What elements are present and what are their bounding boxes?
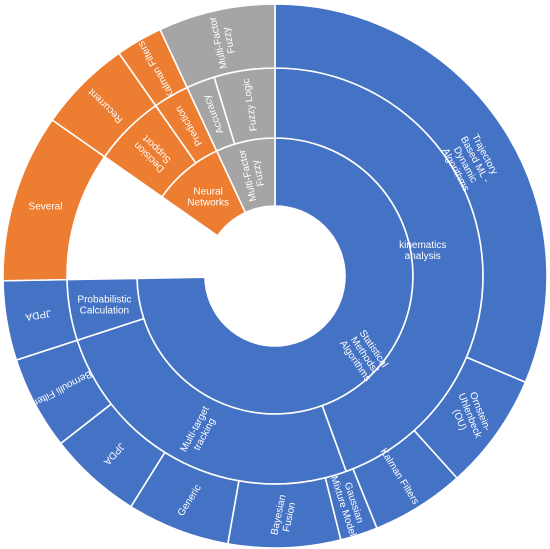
label-several-level3: Several (29, 201, 63, 212)
label-neural-networks-level1: Neural Networks (187, 186, 229, 208)
label-jpda-level3: JPDA (24, 307, 51, 322)
label-probabilistic-calculation-level2: Probabilistic Calculation (77, 295, 131, 317)
segment-multi-factor-fuzzy-level3[interactable] (158, 3, 276, 89)
label-kinematics-analysis-level2: kinematics analysis (399, 240, 446, 262)
chart-segments (2, 3, 548, 549)
segment-trajectory-based-ml-dynamic-algorithms-level3[interactable] (274, 3, 548, 384)
